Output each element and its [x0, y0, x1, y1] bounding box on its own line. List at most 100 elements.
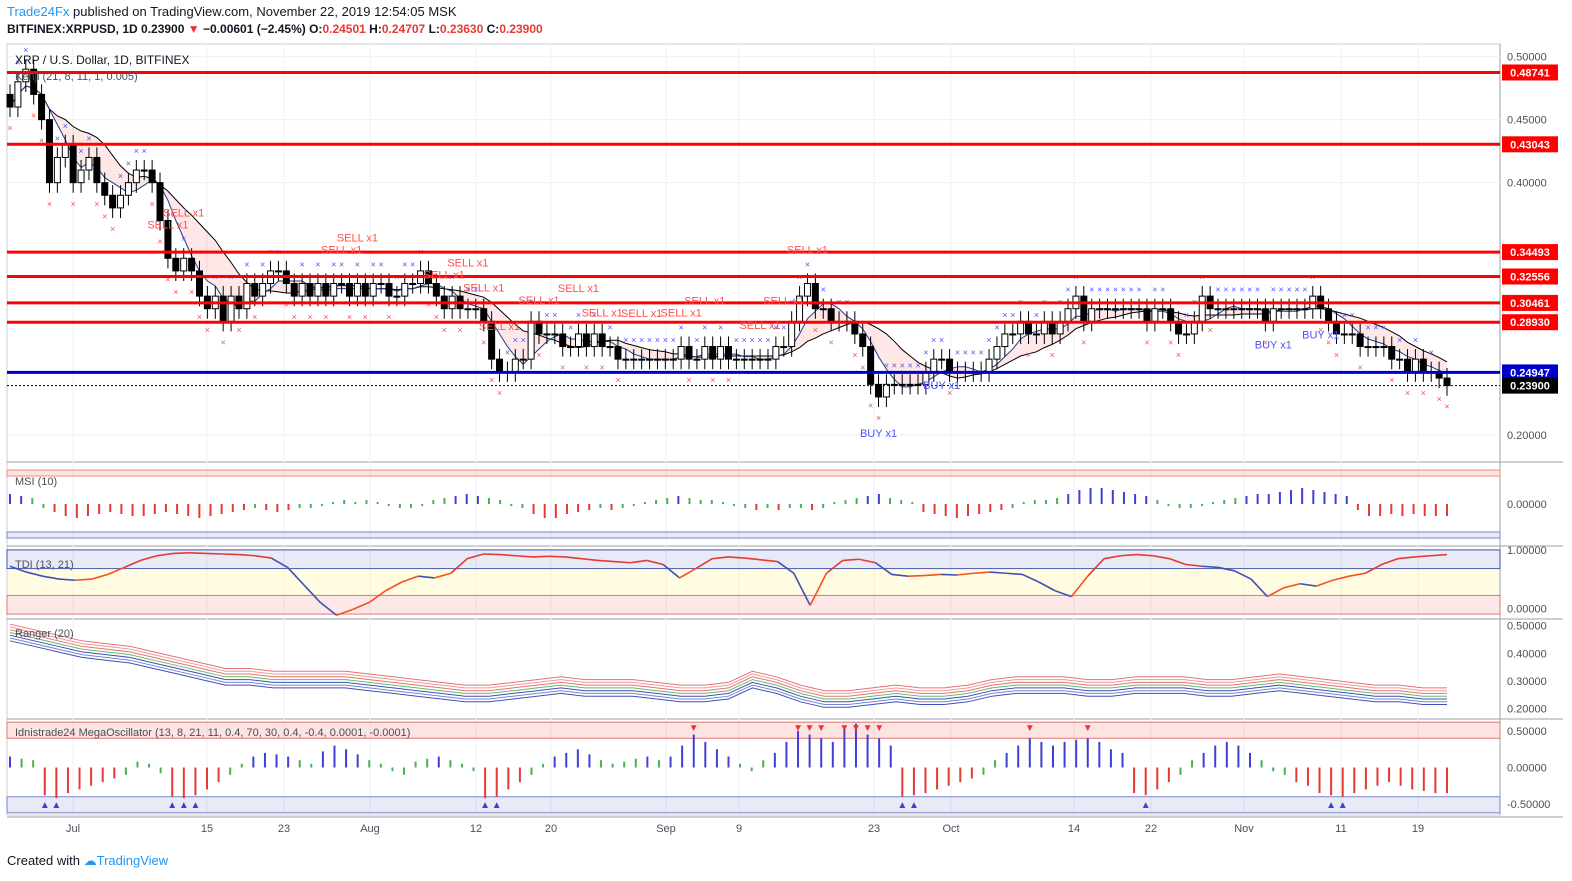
signal-label: BUY x1 — [1302, 330, 1339, 342]
candle — [867, 346, 875, 385]
publisher-name[interactable]: Trade24Fx — [7, 4, 70, 19]
candle — [1285, 308, 1293, 311]
sell-cross-marker: × — [363, 312, 368, 322]
buy-triangle-icon: ▲ — [492, 800, 502, 811]
tdi-line-segment — [532, 555, 549, 558]
buy-cross-marker: × — [1089, 285, 1094, 295]
sell-cross-marker: × — [442, 325, 447, 335]
low-label: L: — [428, 22, 440, 36]
candle — [61, 144, 69, 158]
buy-cross-marker: × — [1429, 348, 1434, 358]
candle — [1182, 333, 1190, 336]
sell-cross-marker: × — [1168, 337, 1173, 347]
candle — [764, 358, 772, 361]
sell-triangle-icon: ▼ — [816, 723, 826, 734]
buy-triangle-icon: ▲ — [179, 800, 189, 811]
tdi-line-segment — [614, 560, 631, 564]
candle — [1293, 308, 1301, 311]
candle — [393, 295, 401, 298]
tdi-line-segment — [418, 575, 435, 579]
tdi-line-segment — [957, 572, 974, 576]
buy-cross-marker: × — [1239, 285, 1244, 295]
buy-cross-marker: × — [576, 310, 581, 320]
buy-triangle-icon: ▲ — [190, 800, 200, 811]
candle — [369, 283, 377, 297]
candle — [598, 333, 606, 348]
x-tick-label: Jul — [66, 823, 80, 835]
candle — [53, 156, 61, 184]
sell-cross-marker: × — [876, 413, 881, 423]
tdi-line-segment — [1038, 581, 1056, 592]
tdi-line-segment — [1348, 572, 1366, 577]
tdi-line-segment — [58, 578, 76, 582]
sell-cross-marker: × — [284, 300, 289, 310]
candle — [1096, 308, 1104, 311]
created-with: Created with — [7, 853, 80, 868]
sell-cross-marker: × — [1050, 350, 1055, 360]
buy-cross-marker: × — [702, 322, 707, 332]
candle — [543, 333, 551, 336]
tdi-line-segment — [1234, 570, 1252, 580]
x-tick-label: 20 — [545, 823, 557, 835]
x-tick-label: Nov — [1234, 823, 1254, 835]
tdi-line-segment — [254, 554, 272, 559]
sell-cross-marker: × — [252, 312, 257, 322]
candle — [1159, 308, 1167, 311]
tdi-line-segment — [891, 573, 909, 577]
y-tick-label: 0.50000 — [1507, 621, 1547, 633]
sell-cross-marker: × — [600, 363, 605, 373]
x-tick-label: 23 — [868, 823, 880, 835]
msi-label: MSI (10) — [15, 476, 57, 488]
tdi-line-segment — [75, 578, 92, 582]
candle — [156, 182, 164, 221]
buy-cross-marker: × — [1160, 285, 1165, 295]
candle — [1443, 377, 1451, 387]
candle — [803, 283, 811, 297]
tdi-line-segment — [1283, 582, 1301, 589]
buy-cross-marker: × — [118, 171, 123, 181]
candle — [93, 156, 101, 184]
sell-cross-marker: × — [1389, 375, 1394, 385]
candle — [117, 194, 125, 209]
price-level-label: 0.28930 — [1510, 317, 1550, 329]
buy-cross-marker: × — [994, 322, 999, 332]
tdi-line-segment — [858, 558, 876, 564]
buy-cross-marker: × — [1381, 322, 1386, 332]
tdi-line-segment — [875, 562, 893, 576]
candle — [511, 358, 519, 373]
sell-cross-marker: × — [1081, 337, 1086, 347]
sell-cross-marker: × — [1326, 337, 1331, 347]
candle — [22, 68, 30, 83]
tdi-line-segment — [26, 571, 43, 577]
candle — [898, 383, 906, 386]
tdi-line-segment — [1136, 553, 1154, 557]
candle — [827, 308, 835, 322]
tdi-line-segment — [385, 581, 403, 592]
sell-cross-marker: × — [347, 312, 352, 322]
candle — [788, 320, 796, 348]
candle — [780, 346, 788, 349]
buy-cross-marker: × — [1105, 285, 1110, 295]
buy-cross-marker: × — [671, 335, 676, 345]
buy-cross-marker: × — [639, 335, 644, 345]
symbol-line: BITFINEX:XRPUSD, 1D — [7, 22, 138, 36]
candle — [859, 333, 867, 348]
candle — [993, 346, 1001, 360]
candle — [717, 346, 725, 360]
candle — [1301, 308, 1309, 311]
tdi-line-segment — [548, 555, 566, 558]
sell-cross-marker: × — [1263, 337, 1268, 347]
buy-cross-marker: × — [1121, 285, 1126, 295]
candle — [219, 295, 227, 322]
buy-cross-marker: × — [1136, 285, 1141, 295]
candle — [480, 308, 488, 322]
tradingview-logo[interactable]: TradingView — [96, 853, 169, 868]
candle — [630, 358, 638, 361]
tdi-line-segment — [1022, 573, 1040, 583]
buy-cross-marker: × — [1350, 310, 1355, 320]
tdi-line-segment — [107, 566, 125, 576]
sell-cross-marker: × — [686, 375, 691, 385]
buy-cross-marker: × — [750, 335, 755, 345]
candle — [748, 358, 756, 361]
